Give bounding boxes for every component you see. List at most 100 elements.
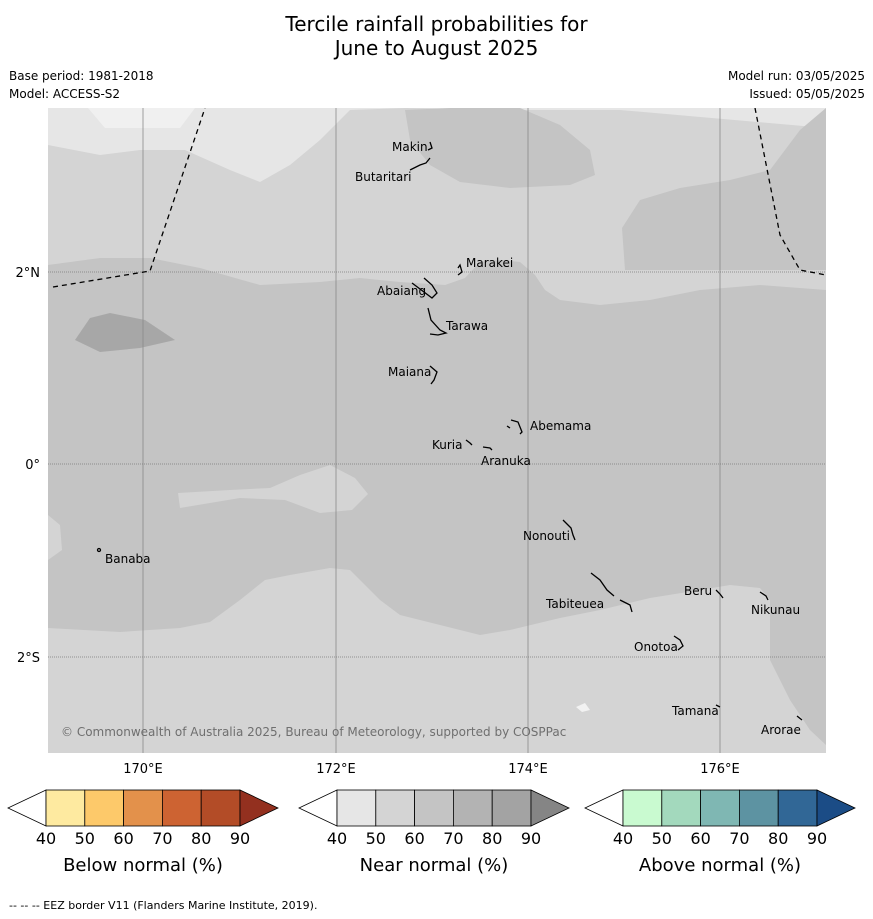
map-canvas: Makin Butaritari Marakei Abaiang Tarawa … bbox=[7, 108, 856, 876]
onotoa-outline bbox=[673, 635, 684, 651]
below-normal-segment bbox=[45, 789, 86, 827]
banaba-outline bbox=[96, 547, 102, 553]
near-normal-tick-label: 60 bbox=[404, 829, 424, 848]
probability-field: Makin Butaritari Marakei Abaiang Tarawa … bbox=[48, 108, 826, 753]
upper-right-blob bbox=[622, 108, 826, 270]
aranuka-outline bbox=[482, 446, 493, 451]
island-label-nikunau: Nikunau bbox=[751, 603, 800, 617]
legend-colorbars: 40 50 60 70 80 90 Below normal (%) 40 50 60 70 80 90… bbox=[7, 789, 856, 876]
lat-gridlines bbox=[48, 271, 826, 658]
makin-outline bbox=[427, 141, 433, 151]
island-label-tabiteuea: Tabiteuea bbox=[545, 597, 604, 611]
map-title: Tercile rainfall probabilities for June … bbox=[0, 12, 873, 60]
island-label-tarawa: Tarawa bbox=[445, 319, 488, 333]
near-normal-high-extension bbox=[530, 789, 570, 827]
longitude-axis: 170°E 172°E 174°E 176°E bbox=[123, 762, 740, 777]
near-normal-colorbar: 40 50 60 70 80 90 Near normal (%) bbox=[298, 789, 570, 876]
arorae-outline bbox=[796, 715, 803, 721]
marakei-outline bbox=[457, 263, 463, 276]
island-label-nonouti: Nonouti bbox=[523, 529, 570, 543]
gridlines bbox=[142, 108, 721, 753]
nikunau-outline bbox=[759, 591, 769, 601]
below-normal-tick-label: 40 bbox=[36, 829, 56, 848]
near-normal-low-extension bbox=[298, 789, 338, 827]
below-normal-segment bbox=[84, 789, 125, 827]
nonouti-outline bbox=[562, 519, 576, 541]
below-normal-tick-label: 70 bbox=[152, 829, 172, 848]
low-probability-patch bbox=[88, 108, 195, 128]
below-normal-tick-label: 50 bbox=[75, 829, 95, 848]
island-label-arorae: Arorae bbox=[761, 723, 801, 737]
below-normal-low-extension bbox=[7, 789, 47, 827]
above-normal-segment bbox=[622, 789, 663, 827]
above-normal-segment bbox=[739, 789, 779, 827]
beru-outline bbox=[715, 589, 724, 599]
small-spot bbox=[576, 703, 590, 712]
island-label-tamana: Tamana bbox=[671, 704, 719, 718]
lon-label-170e: 170°E bbox=[123, 762, 163, 777]
below-normal-segment bbox=[200, 789, 241, 827]
island-labels: Makin Butaritari Marakei Abaiang Tarawa … bbox=[105, 140, 801, 737]
base-period: Base period: 1981-2018 bbox=[9, 69, 154, 83]
near-normal-tick-label: 50 bbox=[366, 829, 386, 848]
meta-right: Model run: 03/05/2025 Issued: 05/05/2025 bbox=[728, 67, 865, 103]
island-label-aranuka: Aranuka bbox=[481, 454, 531, 468]
below-normal-tick-label: 90 bbox=[230, 829, 250, 848]
near-normal-segment bbox=[491, 789, 532, 827]
above-normal-tick-label: 50 bbox=[652, 829, 672, 848]
below-normal-tick-label: 60 bbox=[113, 829, 133, 848]
lat-label-2s: 2°S bbox=[17, 651, 40, 666]
near-normal-title: Near normal (%) bbox=[360, 855, 509, 876]
tabiteuea-outline bbox=[590, 572, 633, 613]
near-normal-tick-label: 40 bbox=[327, 829, 347, 848]
near-normal-tick-label: 70 bbox=[443, 829, 463, 848]
near-normal-segment bbox=[375, 789, 415, 827]
island-label-abemama: Abemama bbox=[530, 419, 591, 433]
maiana-outline bbox=[429, 365, 438, 385]
near-normal-segment bbox=[414, 789, 454, 827]
butaritari-outline bbox=[409, 157, 431, 171]
below-normal-segment bbox=[161, 789, 202, 827]
island-label-abaiang: Abaiang bbox=[377, 284, 426, 298]
abaiang-outline bbox=[411, 277, 438, 299]
near-normal-segment bbox=[336, 789, 377, 827]
above-normal-title: Above normal (%) bbox=[639, 855, 801, 876]
above-normal-colorbar: 40 50 60 70 80 90 Above normal (%) bbox=[584, 789, 856, 876]
issued-date: Issued: 05/05/2025 bbox=[749, 87, 865, 101]
above-normal-segment bbox=[700, 789, 740, 827]
title-line-2: June to August 2025 bbox=[334, 36, 539, 60]
near-normal-inlet bbox=[178, 465, 368, 513]
abemama-outline bbox=[506, 419, 523, 435]
above-normal-tick-label: 90 bbox=[807, 829, 827, 848]
lon-label-174e: 174°E bbox=[508, 762, 548, 777]
island-label-maiana: Maiana bbox=[388, 365, 431, 379]
near-normal-40-50-area bbox=[48, 108, 826, 182]
island-label-onotoa: Onotoa bbox=[634, 640, 678, 654]
eez-border bbox=[52, 108, 826, 288]
near-normal-tick-label: 90 bbox=[521, 829, 541, 848]
near-normal-70-80-patch bbox=[75, 313, 175, 352]
near-normal-segment bbox=[452, 789, 493, 827]
north-central-blob bbox=[405, 108, 595, 188]
above-normal-tick-label: 40 bbox=[613, 829, 633, 848]
above-normal-tick-label: 60 bbox=[690, 829, 710, 848]
model-run: Model run: 03/05/2025 bbox=[727, 69, 865, 83]
above-normal-tick-label: 70 bbox=[729, 829, 749, 848]
model-name: Model: ACCESS-S2 bbox=[9, 87, 121, 101]
island-label-butaritari: Butaritari bbox=[355, 170, 412, 184]
near-normal-tick-label: 80 bbox=[482, 829, 502, 848]
above-normal-low-extension bbox=[584, 789, 624, 827]
meta-left: Base period: 1981-2018 Model: ACCESS-S2 bbox=[9, 67, 154, 103]
below-normal-title: Below normal (%) bbox=[63, 855, 223, 876]
below-normal-segment bbox=[123, 789, 163, 827]
lat-label-0: 0° bbox=[25, 458, 40, 473]
above-normal-high-extension bbox=[816, 789, 856, 827]
island-label-marakei: Marakei bbox=[466, 256, 513, 270]
below-normal-high-extension bbox=[239, 789, 279, 827]
latitude-axis: 2°N 0° 2°S bbox=[16, 266, 41, 666]
island-label-banaba: Banaba bbox=[105, 552, 151, 566]
above-normal-tick-label: 80 bbox=[768, 829, 788, 848]
above-normal-segment bbox=[777, 789, 818, 827]
title-line-1: Tercile rainfall probabilities for bbox=[285, 12, 588, 36]
kuria-outline bbox=[465, 439, 473, 446]
